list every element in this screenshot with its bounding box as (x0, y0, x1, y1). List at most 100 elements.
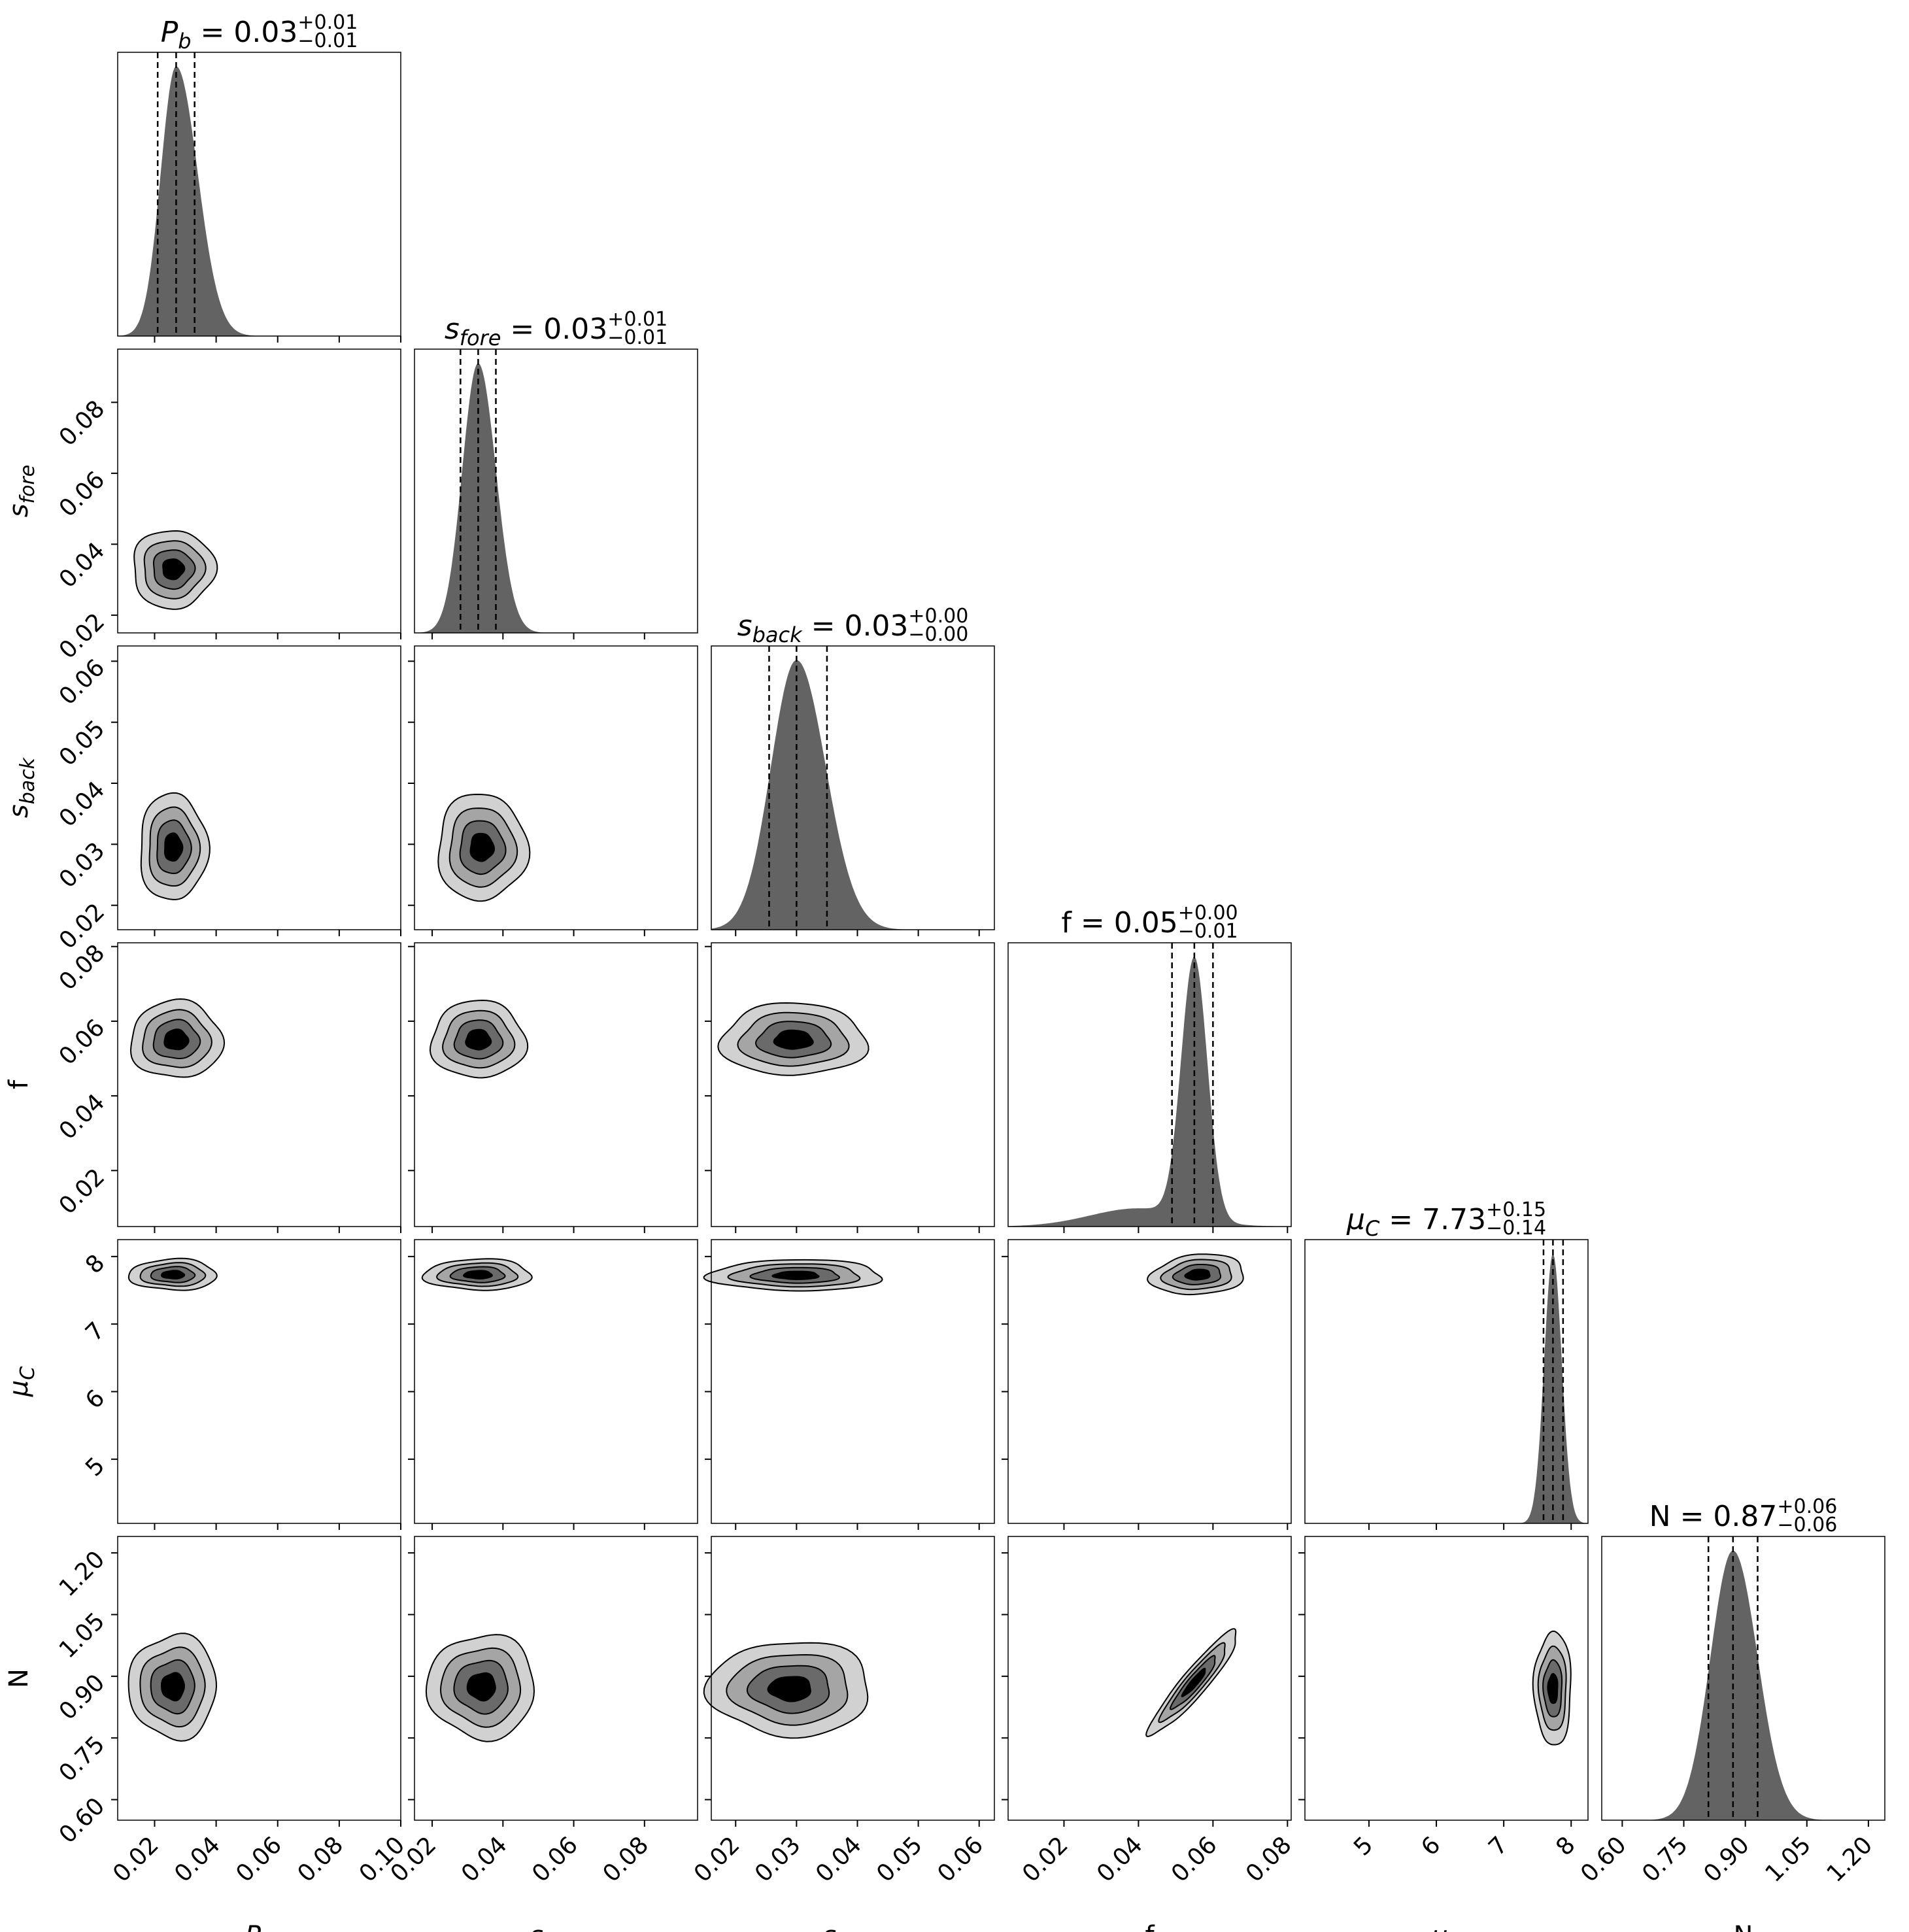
y-tick-label-N-3: 1.05 (54, 1608, 110, 1664)
x-tick-label-sfore-3: 0.08 (598, 1831, 654, 1888)
contour-sback-N (703, 1642, 869, 1739)
x-axis-label-sfore: sfore (530, 1921, 583, 1932)
y-tick-label-sfore-0: 0.02 (54, 608, 110, 664)
contour-sback-f (717, 1002, 870, 1076)
panel-title-Pb: Pb = 0.03+0.01 (161, 11, 358, 54)
contour-muC-N (1532, 1630, 1572, 1746)
y-tick-label-f-1: 0.04 (54, 1089, 110, 1145)
x-axis-label-N: N (1734, 1921, 1753, 1932)
panel-title-sback: sback = 0.03+0.00 (737, 605, 969, 647)
x-tick-label-N-4: 1.20 (1822, 1831, 1878, 1888)
y-tick-label-sback-3: 0.05 (54, 715, 110, 771)
y-tick-label-muC-1: 6 (80, 1385, 110, 1414)
x-tick-label-N-3: 1.05 (1760, 1831, 1816, 1888)
panel-frame-5-1 (414, 1536, 698, 1821)
x-tick-label-sfore-1: 0.04 (456, 1831, 513, 1888)
panel-frame-4-2 (711, 1239, 995, 1524)
panel-frame-1-1 (414, 348, 698, 634)
histogram-area-Pb (118, 66, 401, 336)
x-tick-label-sback-4: 0.06 (932, 1831, 988, 1888)
panel-frame-5-5 (1601, 1536, 1885, 1821)
panel-frame-5-4 (1304, 1536, 1589, 1821)
contour-level-1 (767, 1676, 811, 1703)
x-tick-label-sfore-2: 0.06 (527, 1831, 583, 1888)
contour-level-1 (466, 1672, 496, 1702)
panel-title-minus-Pb: −0.01 (297, 29, 358, 52)
contour-level-1 (164, 832, 184, 862)
y-tick-label-N-1: 0.75 (54, 1731, 110, 1788)
panel-frame-4-3 (1007, 1239, 1292, 1524)
x-tick-label-Pb-2: 0.06 (231, 1831, 287, 1888)
contour-Pb-N (127, 1633, 218, 1742)
contour-level-1 (161, 1672, 185, 1702)
panel-frame-2-2 (711, 645, 995, 930)
x-axis-label-sback: sback (822, 1921, 884, 1932)
panel-title-minus-muC: −0.14 (1486, 1217, 1546, 1240)
panel-frame-3-1 (414, 942, 698, 1227)
y-tick-label-sback-1: 0.03 (54, 838, 110, 894)
panel-frame-4-4 (1304, 1239, 1589, 1524)
contour-level-1 (1181, 1667, 1206, 1697)
x-tick-label-muC-0: 5 (1349, 1831, 1378, 1861)
panel-frame-3-0 (117, 942, 401, 1227)
contour-level-1 (463, 1270, 493, 1280)
y-tick-label-muC-0: 5 (80, 1452, 110, 1482)
y-tick-label-f-0: 0.02 (54, 1164, 110, 1220)
contour-Pb-muC (127, 1257, 218, 1291)
contour-level-1 (161, 1270, 186, 1280)
contour-Pb-f (129, 998, 226, 1078)
x-tick-label-Pb-1: 0.04 (169, 1831, 226, 1888)
contour-f-N (1145, 1628, 1237, 1738)
panel-frame-4-0 (117, 1239, 401, 1524)
y-axis-label-f: f (4, 1079, 34, 1089)
histogram-area-N (1602, 1550, 1885, 1820)
x-axis-label-f: f (1145, 1921, 1155, 1932)
panel-frame-5-2 (711, 1536, 995, 1821)
contour-sfore-sback (437, 793, 531, 902)
y-tick-label-muC-2: 7 (80, 1317, 110, 1347)
y-tick-label-N-2: 0.90 (54, 1669, 110, 1725)
panel-title-muC: μC = 7.73+0.15 (1346, 1198, 1546, 1241)
panel-title-minus-sback: −0.00 (908, 623, 968, 646)
histogram-sfore (414, 349, 698, 633)
y-axis-label-muC: μC (4, 1366, 39, 1397)
panel-title-minus-f: −0.01 (1178, 920, 1238, 943)
x-tick-label-N-0: 0.60 (1576, 1831, 1632, 1888)
contour-f-muC (1147, 1253, 1244, 1296)
x-axis-label-muC: μC (1430, 1921, 1461, 1932)
contour-level-1 (465, 1028, 492, 1051)
panel-frame-2-1 (414, 645, 698, 930)
x-tick-label-N-1: 0.75 (1637, 1831, 1693, 1888)
histogram-sback (711, 646, 994, 930)
panel-frame-0-0 (117, 52, 401, 337)
contour-sfore-f (429, 999, 529, 1079)
x-tick-label-Pb-3: 0.08 (293, 1831, 349, 1888)
panel-title-minus-N: −0.06 (1777, 1514, 1837, 1536)
x-tick-label-N-2: 0.90 (1698, 1831, 1755, 1888)
x-tick-label-f-0: 0.02 (1017, 1831, 1073, 1888)
contour-level-1 (162, 558, 186, 581)
y-axis-label-N: N (4, 1669, 34, 1688)
y-tick-label-sfore-2: 0.06 (54, 466, 110, 522)
panel-frame-3-2 (711, 942, 995, 1227)
x-tick-label-f-2: 0.06 (1166, 1831, 1223, 1888)
histogram-Pb (118, 52, 401, 336)
y-tick-label-sfore-1: 0.04 (54, 537, 110, 594)
contour-sfore-N (425, 1634, 535, 1742)
x-tick-label-sback-2: 0.04 (811, 1831, 867, 1888)
y-tick-label-f-2: 0.06 (54, 1014, 110, 1070)
histogram-area-f (1008, 957, 1291, 1227)
panel-frame-4-1 (414, 1239, 698, 1524)
x-tick-label-f-1: 0.04 (1092, 1831, 1148, 1888)
y-tick-label-sback-2: 0.04 (54, 776, 110, 832)
x-tick-label-f-3: 0.08 (1241, 1831, 1297, 1888)
histogram-area-sback (711, 660, 994, 930)
x-tick-label-muC-2: 7 (1483, 1831, 1513, 1861)
histogram-N (1602, 1536, 1885, 1820)
histogram-area-sfore (414, 363, 698, 633)
y-axis-label-sback: sback (4, 756, 39, 818)
contour-level-1 (469, 832, 496, 862)
panel-title-sfore: sfore = 0.03+0.01 (445, 308, 667, 350)
contour-level-1 (163, 1028, 190, 1051)
